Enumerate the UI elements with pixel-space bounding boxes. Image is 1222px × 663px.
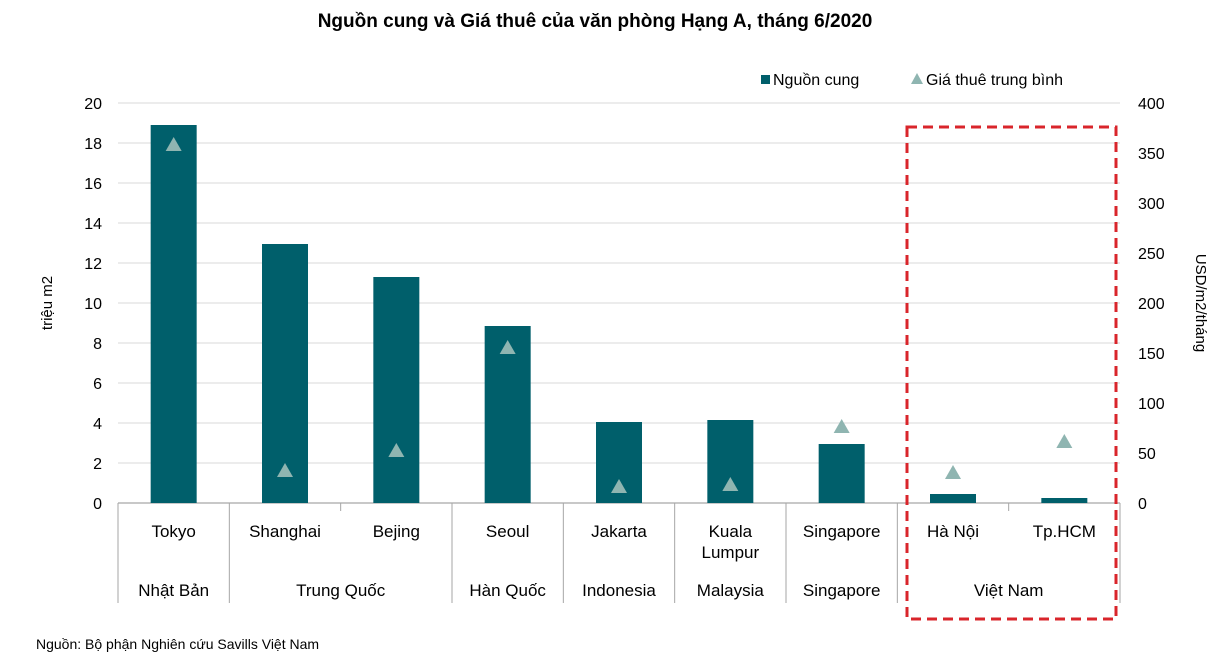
bar-nguon-cung bbox=[150, 125, 197, 503]
x-category-label: Lumpur bbox=[702, 543, 760, 562]
chart-title: Nguồn cung và Giá thuê của văn phòng Hạn… bbox=[318, 11, 873, 32]
y-left-tick-label: 10 bbox=[84, 296, 102, 313]
bar-nguon-cung bbox=[262, 244, 308, 503]
marker-gia-thue bbox=[165, 137, 182, 151]
y-right-tick-label: 350 bbox=[1138, 146, 1165, 163]
y-right-tick-label: 250 bbox=[1138, 246, 1165, 263]
bar-nguon-cung bbox=[373, 277, 420, 503]
y-left-tick-label: 18 bbox=[84, 136, 102, 153]
marker-gia-thue bbox=[722, 477, 739, 491]
y-left-tick-label: 8 bbox=[93, 336, 102, 353]
source-note: Nguồn: Bộ phận Nghiên cứu Savills Việt N… bbox=[36, 636, 319, 652]
y-right-tick-label: 300 bbox=[1138, 196, 1165, 213]
x-group-label: Indonesia bbox=[582, 581, 656, 600]
bar-nguon-cung bbox=[1041, 498, 1088, 503]
x-group-label: Việt Nam bbox=[974, 581, 1044, 600]
x-category-label: Singapore bbox=[803, 522, 881, 541]
x-category-label: Hà Nội bbox=[927, 522, 979, 541]
y-right-axis-title: USD/m2/tháng bbox=[1192, 254, 1209, 352]
x-category-label: Kuala bbox=[709, 522, 753, 541]
x-group-label: Trung Quốc bbox=[296, 581, 386, 600]
highlight-box-viet-nam bbox=[905, 125, 1118, 621]
y-left-tick-label: 20 bbox=[84, 96, 102, 113]
x-category-label: Seoul bbox=[486, 522, 529, 541]
x-group-label: Malaysia bbox=[697, 581, 765, 600]
legend-swatch-gia-thue bbox=[911, 73, 923, 84]
x-category-label: Jakarta bbox=[591, 522, 647, 541]
y-left-tick-label: 4 bbox=[93, 416, 102, 433]
y-left-tick-label: 0 bbox=[93, 496, 102, 513]
marker-gia-thue bbox=[277, 463, 293, 477]
y-left-tick-label: 12 bbox=[84, 256, 102, 273]
x-group-label: Nhật Bản bbox=[138, 581, 209, 600]
y-left-tick-label: 2 bbox=[93, 456, 102, 473]
bar-nguon-cung bbox=[484, 326, 531, 503]
y-right-tick-label: 0 bbox=[1138, 496, 1147, 513]
y-left-axis-title: triệu m2 bbox=[39, 276, 56, 330]
x-category-label: Shanghai bbox=[249, 522, 321, 541]
legend-label-nguon-cung: Nguồn cung bbox=[773, 72, 859, 89]
y-right-tick-label: 400 bbox=[1138, 96, 1165, 113]
bar-nguon-cung bbox=[818, 444, 865, 503]
marker-gia-thue bbox=[499, 340, 516, 354]
legend-label-gia-thue: Giá thuê trung bình bbox=[926, 72, 1063, 89]
y-right-tick-label: 50 bbox=[1138, 446, 1156, 463]
bar-nguon-cung bbox=[930, 494, 976, 503]
y-right-tick-label: 150 bbox=[1138, 346, 1165, 363]
marker-gia-thue bbox=[611, 479, 627, 493]
y-right-tick-label: 100 bbox=[1138, 396, 1165, 413]
x-category-label: Tp.HCM bbox=[1033, 522, 1096, 541]
x-category-label: Tokyo bbox=[151, 522, 195, 541]
x-group-label: Singapore bbox=[803, 581, 881, 600]
y-left-tick-label: 14 bbox=[84, 216, 102, 233]
x-group-label: Hàn Quốc bbox=[469, 581, 546, 600]
marker-gia-thue bbox=[1056, 434, 1073, 448]
marker-gia-thue bbox=[945, 465, 961, 479]
x-category-label: Bejing bbox=[373, 522, 420, 541]
legend-swatch-nguon-cung bbox=[761, 75, 770, 84]
y-left-tick-label: 6 bbox=[93, 376, 102, 393]
y-right-tick-label: 200 bbox=[1138, 296, 1165, 313]
marker-gia-thue bbox=[388, 443, 405, 457]
y-left-tick-label: 16 bbox=[84, 176, 102, 193]
marker-gia-thue bbox=[833, 419, 850, 433]
